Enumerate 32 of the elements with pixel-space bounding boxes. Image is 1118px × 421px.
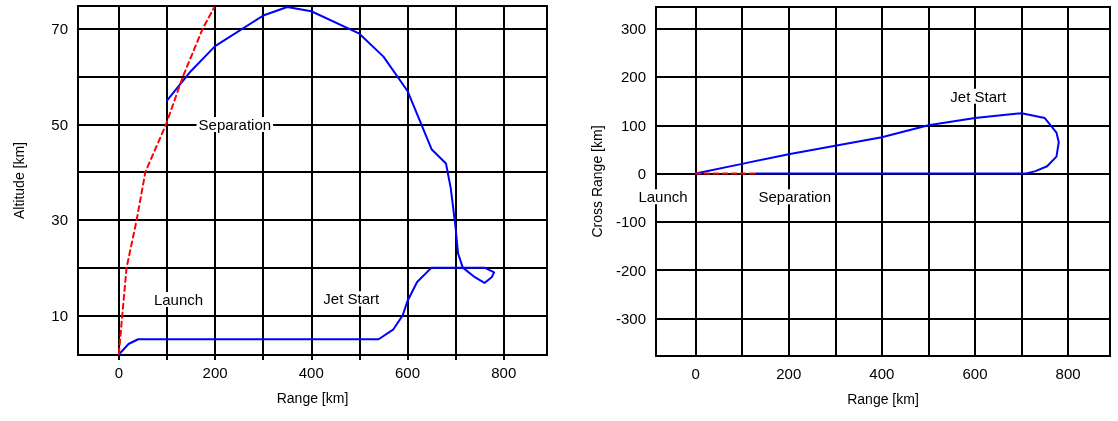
y-tick-label: 100: [620, 116, 646, 134]
line-series: [694, 112, 1060, 175]
y-tick-label: -100: [615, 213, 646, 231]
y-tick-label: 30: [51, 211, 68, 229]
y-tick-label: 0: [637, 165, 646, 183]
y-tick-label: -200: [615, 261, 646, 279]
x-axis-title: Range [km]: [847, 391, 919, 407]
x-axis-title: Range [km]: [276, 390, 349, 406]
y-tick-label: 70: [51, 20, 68, 38]
x-tick-label: 200: [202, 364, 228, 381]
x-tick-label: 800: [1055, 365, 1081, 382]
annotation: Launch: [638, 188, 688, 206]
y-axis-title: Altitude [km]: [11, 141, 27, 220]
annotation: Separation: [758, 188, 832, 206]
x-tick-label: 400: [298, 364, 324, 381]
x-tick-label: 800: [491, 364, 517, 381]
y-tick-label: 300: [620, 20, 646, 38]
y-tick-label: 200: [620, 68, 646, 86]
annotation: Jet Start: [323, 290, 380, 308]
y-tick-label: 10: [51, 306, 68, 324]
x-tick-label: 400: [869, 365, 895, 382]
x-tick-label: 600: [394, 364, 421, 381]
x-tick-label: 200: [776, 365, 802, 382]
annotation: Jet Start: [950, 87, 1007, 105]
annotation: Separation: [198, 115, 272, 133]
y-tick-label: 50: [51, 115, 68, 133]
y-axis-title: Cross Range [km]: [589, 125, 605, 238]
x-tick-label: 600: [962, 365, 988, 382]
x-tick-label: 0: [691, 365, 700, 382]
x-tick-label: 0: [114, 364, 124, 381]
y-tick-label: -300: [615, 309, 646, 327]
annotation: Launch: [153, 291, 204, 309]
